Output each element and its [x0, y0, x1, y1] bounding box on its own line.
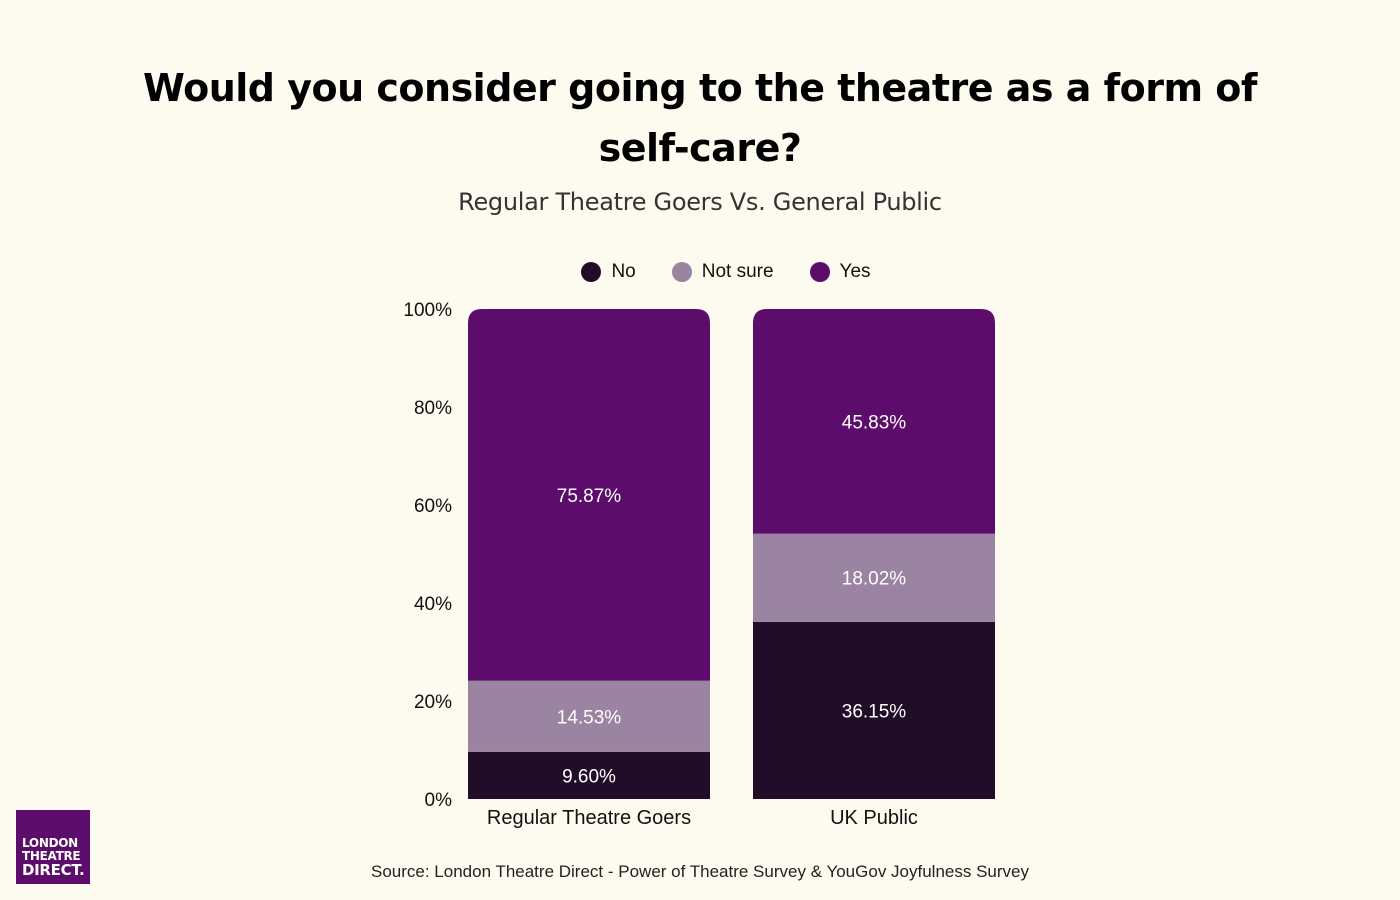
- y-tick-label: 40%: [414, 594, 452, 615]
- chart-title: Would you consider going to the theatre …: [143, 66, 1257, 170]
- legend-label-no: No: [611, 261, 636, 282]
- data-label-no-uk-public: 36.15%: [842, 701, 907, 722]
- legend-item-not-sure[interactable]: Not sure: [671, 261, 774, 283]
- x-tick-label: UK Public: [830, 807, 918, 829]
- legend-item-no[interactable]: No: [581, 261, 636, 283]
- bar-segment-not-sure-uk-public: [753, 533, 995, 622]
- y-tick-label: 0%: [425, 790, 453, 811]
- legend-item-yes[interactable]: Yes: [809, 261, 871, 283]
- legend: No Not sure Yes: [0, 261, 1400, 283]
- y-tick-label: 80%: [414, 398, 452, 419]
- data-label-yes-regular-theatre-goers: 75.87%: [557, 486, 622, 507]
- legend-swatch-yes: [809, 262, 830, 282]
- y-tick-label: 60%: [414, 496, 452, 517]
- data-label-yes-uk-public: 45.83%: [842, 412, 907, 433]
- legend-label-not-sure: Not sure: [701, 261, 774, 282]
- x-tick-label: Regular Theatre Goers: [487, 807, 691, 829]
- london-theatre-direct-logo: LONDON THEATRE DIRECT.: [16, 810, 90, 884]
- logo-line-3: DIRECT.: [22, 861, 85, 879]
- logo-line-2: THEATRE: [22, 849, 81, 863]
- legend-swatch-not-sure: [671, 262, 692, 282]
- bar-segment-yes-uk-public: [753, 309, 995, 534]
- data-label-no-regular-theatre-goers: 9.60%: [562, 766, 616, 787]
- y-tick-label: 20%: [414, 692, 452, 713]
- data-label-not-sure-uk-public: 18.02%: [842, 569, 907, 590]
- source-note: Source: London Theatre Direct - Power of…: [370, 862, 1029, 881]
- legend-label-yes: Yes: [839, 261, 871, 282]
- logo-line-1: LONDON: [22, 836, 78, 850]
- y-tick-label: 100%: [403, 300, 452, 321]
- bar-segment-not-sure-regular-theatre-goers: [468, 680, 710, 752]
- bar-segment-no-regular-theatre-goers: [468, 751, 710, 799]
- bar-segment-no-uk-public: [753, 621, 995, 799]
- bar-segment-yes-regular-theatre-goers: [468, 309, 710, 681]
- data-label-not-sure-regular-theatre-goers: 14.53%: [557, 707, 622, 728]
- legend-swatch-no: [581, 262, 602, 282]
- chart-subtitle: Regular Theatre Goers Vs. General Public: [458, 188, 942, 216]
